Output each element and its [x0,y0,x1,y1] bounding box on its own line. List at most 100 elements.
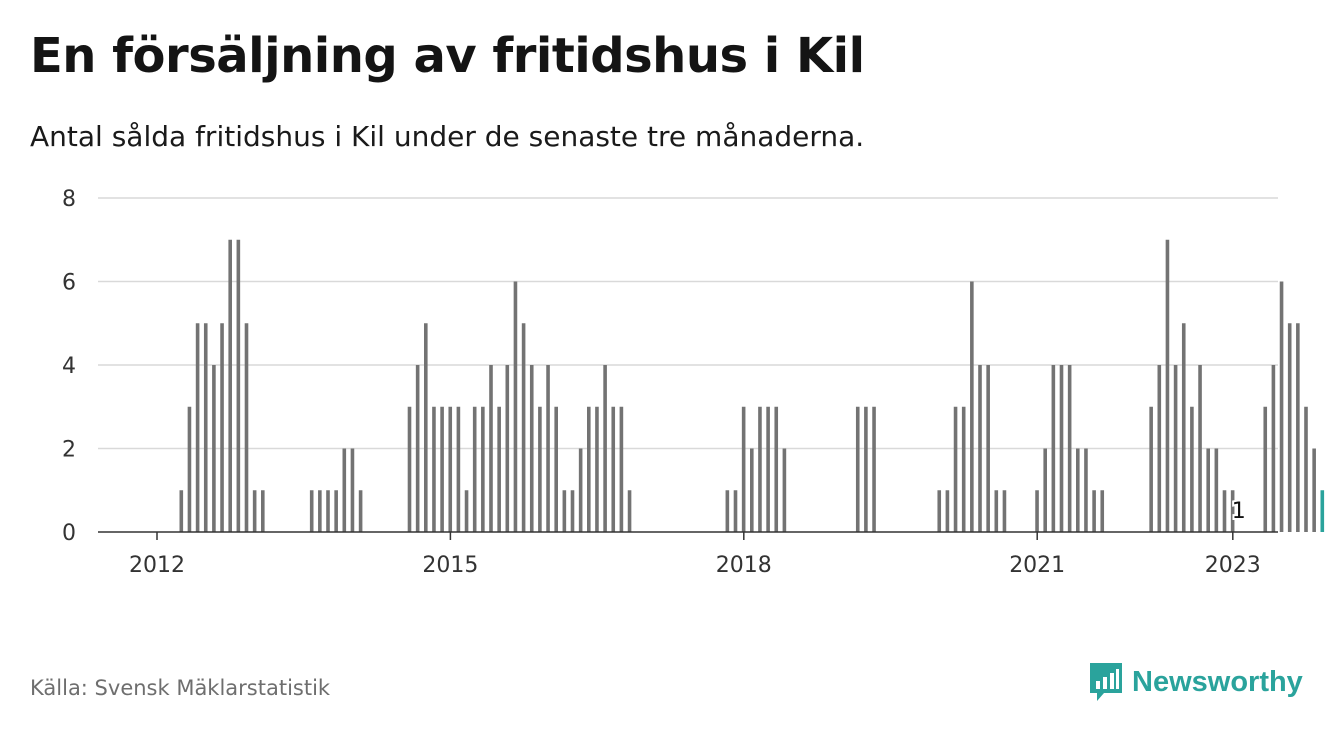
bar [782,448,787,532]
source-note: Källa: Svensk Mäklarstatistik [30,676,331,700]
chart-subtitle: Antal sålda fritidshus i Kil under de se… [30,120,865,153]
bar [627,490,632,532]
bar [212,365,216,532]
bar [725,490,730,532]
bar [318,490,322,532]
bar [994,490,999,532]
bar [252,490,257,532]
y-tick-label: 8 [62,187,76,212]
bar [986,365,990,532]
bar [587,406,591,532]
bar [945,490,950,532]
bar [758,406,762,532]
bar [456,406,461,532]
bar [440,406,444,532]
bar [195,323,200,532]
bar [424,323,428,532]
bar [1271,365,1276,532]
y-tick-label: 4 [62,354,76,379]
bar [350,448,355,532]
y-axis-ticks: 0 2 4 6 8 [62,187,76,546]
bar [1157,365,1162,532]
bar [1084,448,1088,532]
chart-title: En försäljning av fritidshus i Kil [30,28,865,84]
bar [1320,490,1325,532]
bar [1067,365,1072,532]
bar [1165,239,1170,532]
bar-chart: 0 2 4 6 8 2012 2015 2018 2021 2023 1 [62,187,1325,578]
bar [1304,406,1308,532]
bar [236,239,241,532]
brand-name: Newsworthy [1132,665,1303,698]
bar [358,490,363,532]
bar [407,406,412,532]
grid-lines [98,197,1278,450]
bar [1214,448,1219,532]
bar [1002,490,1007,532]
bar [546,365,550,532]
bar [187,406,192,532]
bar [766,406,770,532]
bar [1206,448,1210,532]
bar [1149,406,1153,532]
bar [1222,490,1227,532]
bar [432,406,436,532]
x-tick-label: 2023 [1205,553,1261,578]
bar [1190,406,1194,532]
bar [937,490,942,532]
bar [415,365,420,532]
bar [741,406,746,532]
bar [733,490,738,532]
x-tick-label: 2018 [716,553,772,578]
bar [529,365,534,532]
bar [505,365,510,532]
bar [244,323,249,532]
bar [554,406,558,532]
bar [472,406,477,532]
bar [1043,448,1047,532]
bar [872,406,876,532]
bar [309,490,314,532]
x-tick-label: 2021 [1009,553,1065,578]
bar [1230,490,1235,532]
bar [179,490,184,532]
bar [464,490,469,532]
bar [1076,448,1080,532]
bars [179,239,1325,532]
bar [1051,365,1056,532]
bar [970,281,974,532]
bar [961,406,966,532]
bar [953,406,958,532]
bar [603,365,607,532]
x-tick-label: 2015 [422,553,478,578]
bar [578,448,583,532]
bar [497,406,501,532]
bar [334,490,338,532]
bar [1279,281,1284,532]
x-tick-label: 2012 [129,553,185,578]
y-tick-label: 6 [62,271,76,296]
bar [448,406,453,532]
bar [855,406,860,532]
bar [1173,365,1178,532]
bar [1296,323,1300,532]
bar [521,323,526,532]
bar [513,281,518,532]
x-axis-ticks: 2012 2015 2018 2021 2023 [129,532,1261,578]
bar [595,406,599,532]
bar [619,406,624,532]
bar [1312,448,1316,532]
bar [1100,490,1105,532]
bar [220,323,224,532]
brand-logo: Newsworthy [1088,660,1303,704]
bar [1035,490,1039,532]
bar [261,490,265,532]
y-tick-label: 2 [62,438,76,463]
bar [1198,365,1202,532]
y-tick-label: 0 [62,521,76,546]
bar [864,406,868,532]
bar [978,365,982,532]
bar [326,490,330,532]
bar [203,323,208,532]
bar [1092,490,1096,532]
